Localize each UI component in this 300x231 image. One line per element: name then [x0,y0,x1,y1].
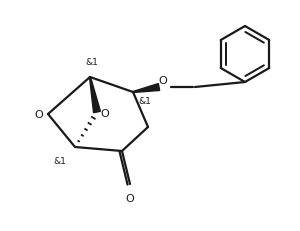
Text: &1: &1 [85,58,98,67]
Text: O: O [126,193,134,203]
Text: O: O [159,76,167,86]
Text: &1: &1 [53,156,66,165]
Polygon shape [89,78,100,113]
Text: O: O [34,109,43,119]
Text: O: O [100,109,109,119]
Polygon shape [133,84,160,93]
Text: &1: &1 [138,97,151,106]
